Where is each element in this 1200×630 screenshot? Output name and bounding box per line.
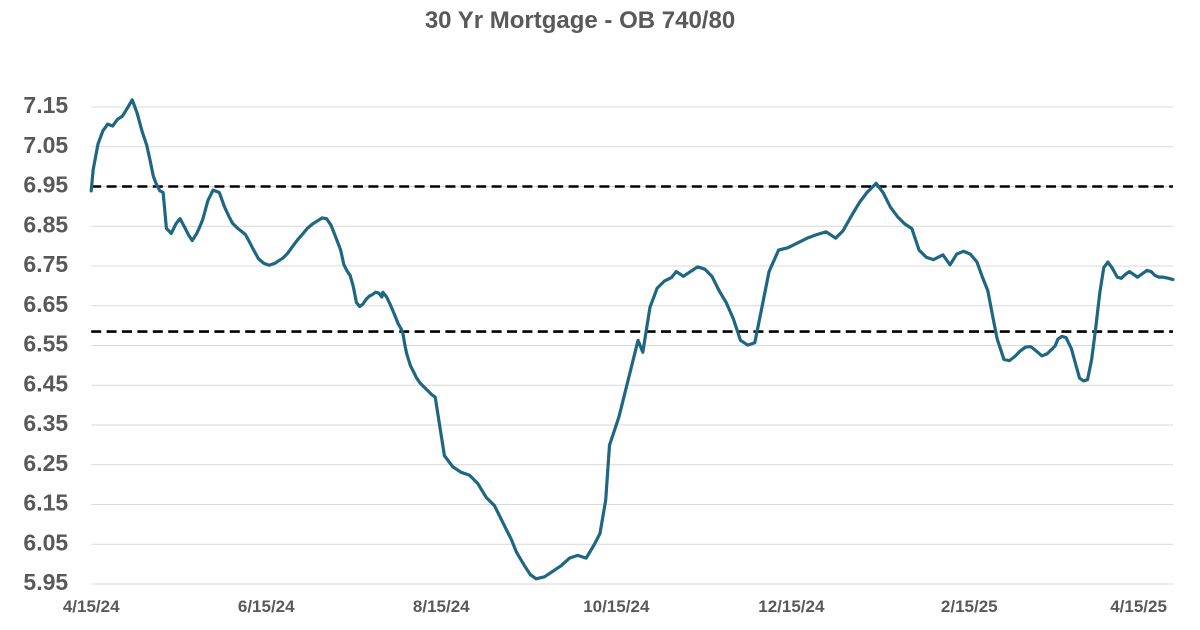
svg-text:6.25: 6.25 bbox=[23, 450, 68, 476]
svg-text:6.55: 6.55 bbox=[23, 331, 68, 357]
svg-text:6.65: 6.65 bbox=[23, 291, 68, 317]
svg-text:6.45: 6.45 bbox=[23, 370, 68, 396]
svg-text:6.85: 6.85 bbox=[23, 211, 68, 237]
svg-text:6.05: 6.05 bbox=[23, 529, 68, 555]
svg-text:10/15/24: 10/15/24 bbox=[583, 597, 650, 616]
svg-text:6.75: 6.75 bbox=[23, 251, 68, 277]
svg-text:7.15: 7.15 bbox=[23, 92, 68, 118]
svg-text:5.95: 5.95 bbox=[23, 569, 68, 595]
svg-text:8/15/24: 8/15/24 bbox=[413, 597, 470, 616]
svg-text:7.05: 7.05 bbox=[23, 132, 68, 158]
svg-text:6.35: 6.35 bbox=[23, 410, 68, 436]
svg-text:4/15/24: 4/15/24 bbox=[63, 597, 120, 616]
svg-text:2/15/25: 2/15/25 bbox=[941, 597, 998, 616]
svg-text:4/15/25: 4/15/25 bbox=[1110, 597, 1167, 616]
svg-text:6.95: 6.95 bbox=[23, 172, 68, 198]
svg-text:6/15/24: 6/15/24 bbox=[238, 597, 295, 616]
svg-text:12/15/24: 12/15/24 bbox=[758, 597, 825, 616]
svg-text:6.15: 6.15 bbox=[23, 490, 68, 516]
